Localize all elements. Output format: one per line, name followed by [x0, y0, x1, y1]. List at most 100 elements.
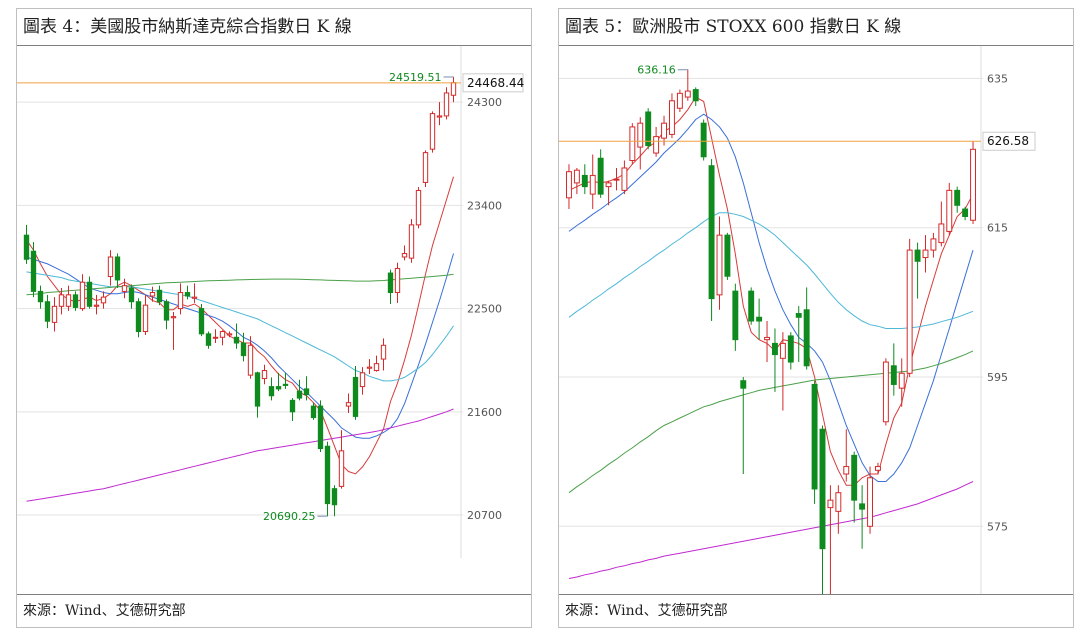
candle-body — [882, 361, 889, 423]
candle-body — [803, 309, 810, 367]
extreme-value-label: 636.16 — [637, 64, 676, 77]
ma60-line — [568, 350, 974, 494]
candle-body — [121, 285, 128, 292]
y-tick-label: 21600 — [467, 406, 502, 419]
candle-body — [107, 256, 114, 277]
candle-body — [764, 336, 770, 341]
candle-body — [387, 272, 394, 294]
candle-body — [676, 92, 683, 109]
ma5-line — [26, 176, 454, 475]
ma60-line — [26, 273, 454, 296]
candle-body — [394, 267, 401, 294]
candle-body — [867, 477, 873, 527]
y-tick-label: 24300 — [467, 96, 502, 109]
candle-body — [331, 488, 338, 506]
candle-body — [708, 165, 715, 300]
candle-body — [79, 281, 86, 310]
candle-body — [450, 82, 457, 96]
candle-body — [359, 372, 366, 388]
candle-body — [890, 365, 897, 385]
ma120-line — [568, 481, 974, 579]
candle-body — [938, 223, 945, 244]
candle-body — [946, 189, 953, 232]
last-price-label: 626.58 — [987, 134, 1029, 148]
candle-body — [962, 208, 969, 217]
candle-body — [51, 305, 58, 323]
candle-body — [859, 503, 866, 510]
candle-body — [970, 148, 976, 221]
candle-body — [191, 296, 198, 299]
candle-body — [282, 383, 289, 386]
candle-body — [163, 301, 170, 321]
candle-body — [597, 157, 604, 195]
ma5-line — [568, 96, 974, 486]
ma20-line — [568, 212, 974, 329]
candle-body — [653, 136, 660, 154]
candle-body — [954, 189, 961, 206]
candle-body — [247, 344, 254, 376]
candle-body — [819, 428, 826, 550]
candle-body — [566, 171, 572, 199]
ma120-line — [26, 408, 454, 502]
candle-body — [436, 115, 443, 118]
candle-body — [177, 292, 184, 310]
candle-body — [240, 342, 247, 357]
candle-body — [700, 122, 707, 158]
candle-body — [922, 249, 929, 259]
candle-body — [198, 308, 205, 335]
candle-body — [156, 289, 163, 303]
candle-body — [114, 256, 121, 281]
candle-body — [827, 499, 834, 509]
candle-body — [72, 294, 79, 308]
last-price-box — [982, 131, 1036, 151]
candle-body — [875, 466, 881, 471]
candle-body — [613, 178, 620, 181]
candle-body — [366, 366, 373, 369]
candle-body — [684, 90, 691, 98]
y-tick-label: 22500 — [467, 303, 502, 316]
candle-body — [401, 253, 408, 258]
candle-body — [645, 111, 652, 147]
candle-body — [233, 336, 240, 344]
candle-body — [692, 89, 699, 102]
candle-body — [261, 370, 268, 380]
candle-body — [914, 249, 921, 262]
candle-body — [23, 234, 30, 260]
ma10-line — [26, 253, 454, 439]
candle-body — [338, 450, 345, 487]
candle-body — [787, 335, 794, 363]
candle-body — [621, 167, 628, 191]
candle-body — [128, 287, 135, 303]
candle-body — [637, 122, 644, 148]
candle-body — [205, 333, 212, 346]
candle-body — [324, 445, 331, 505]
candle-body — [811, 383, 818, 490]
ma10-line — [568, 113, 974, 482]
candle-body — [589, 174, 596, 195]
y-tick-label: 615 — [987, 222, 1008, 235]
candle-body — [843, 466, 850, 475]
y-tick-label: 20700 — [467, 509, 502, 522]
candle-body — [268, 386, 275, 397]
candle-body — [669, 100, 675, 135]
candle-body — [724, 234, 731, 277]
candle-body — [408, 224, 415, 259]
candle-body — [303, 388, 310, 396]
candle-body — [37, 290, 44, 303]
nasdaq-candlestick-chart: 24300 23400 22500 21600 20700 24468.44 24519.5… — [17, 46, 524, 558]
chart-source: 來源：Wind、艾德研究部 — [17, 594, 531, 627]
candle-body — [772, 342, 778, 356]
candle-body — [212, 336, 219, 339]
nasdaq-chart-panel: 圖表 4：美國股市納斯達克綜合指數日 K 線 24300 23400 22500 21… — [16, 8, 532, 628]
extreme-value-label: 24519.51 — [389, 71, 442, 84]
candle-body — [135, 301, 142, 333]
stoxx600-chart-panel: 圖表 5：歐洲股市 STOXX 600 指數日 K 線 635 615 595 575… — [558, 8, 1074, 628]
y-tick-label: 595 — [987, 371, 1008, 384]
y-tick-label: 575 — [987, 520, 1008, 533]
last-price-label: 24468.44 — [467, 76, 524, 90]
extreme-value-label: 20690.25 — [263, 510, 316, 523]
candle-body — [779, 342, 786, 359]
candle-body — [898, 372, 905, 389]
last-price-box — [462, 73, 524, 93]
candle-body — [443, 92, 450, 117]
